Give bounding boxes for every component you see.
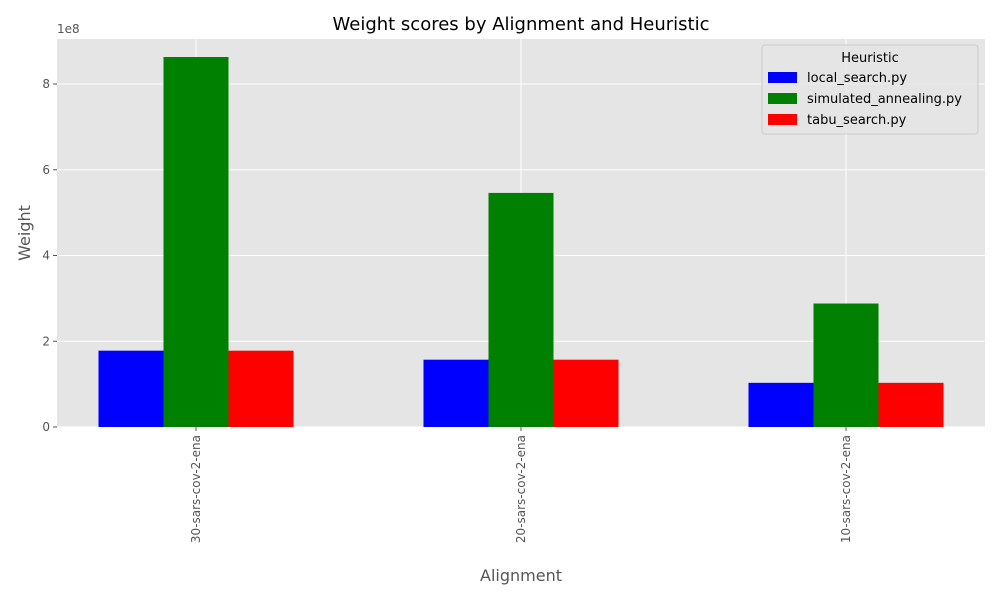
bar-simulated-annealing-py xyxy=(488,192,554,427)
legend-label: simulated_annealing.py xyxy=(807,92,962,107)
bar-local-search-py xyxy=(748,382,814,427)
legend-swatch xyxy=(768,114,797,125)
y-tick-label: 8 xyxy=(42,77,50,91)
bar-tabu-search-py xyxy=(878,382,944,427)
legend-box xyxy=(761,44,979,135)
legend-label: tabu_search.py xyxy=(807,113,907,128)
y-ticks: 0 2 4 6 8 xyxy=(42,77,57,434)
legend-label: local_search.py xyxy=(807,71,907,86)
bar-simulated-annealing-py xyxy=(813,303,879,427)
legend-swatch xyxy=(768,93,797,104)
y-tick-label: 2 xyxy=(42,334,50,348)
bars xyxy=(98,57,944,428)
y-tick-label: 4 xyxy=(42,249,50,263)
bar-tabu-search-py xyxy=(553,359,619,427)
legend: Heuristic local_search.py simulated_annea… xyxy=(761,44,979,135)
bar-simulated-annealing-py xyxy=(163,57,229,428)
x-axis-label: Alignment xyxy=(480,566,562,585)
legend-swatch xyxy=(768,72,797,83)
chart-title: Weight scores by Alignment and Heuristic xyxy=(333,14,710,35)
x-ticks: 30-sars-cov-2-ena 20-sars-cov-2-ena 10-sar… xyxy=(189,427,853,543)
bar-tabu-search-py xyxy=(228,350,294,427)
x-tick-label: 30-sars-cov-2-ena xyxy=(189,435,203,543)
y-tick-label: 0 xyxy=(42,420,50,434)
bar-local-search-py xyxy=(98,350,164,427)
y-tick-label: 6 xyxy=(42,163,50,177)
legend-title: Heuristic xyxy=(841,51,899,66)
y-offset-label: 1e8 xyxy=(57,22,80,36)
x-tick-label: 20-sars-cov-2-ena xyxy=(514,435,528,543)
bar-local-search-py xyxy=(423,359,489,427)
y-axis-label: Weight xyxy=(15,205,34,261)
x-tick-label: 10-sars-cov-2-ena xyxy=(839,435,853,543)
